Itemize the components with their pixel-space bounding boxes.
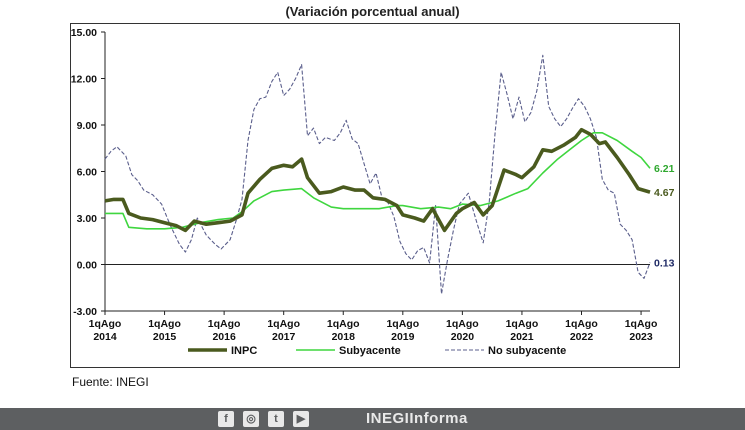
legend-label-no-subyacente: No subyacente: [488, 345, 566, 357]
series-line-no-subyacente: [104, 54, 651, 295]
end-label-no-subyacente: 0.13: [654, 257, 675, 269]
x-tick-year: 2022: [570, 331, 594, 343]
x-tick-year: 2023: [629, 331, 653, 343]
x-tick-year: 2020: [451, 331, 475, 343]
youtube-icon[interactable]: ▶: [293, 411, 309, 427]
x-tick-year: 2018: [332, 331, 356, 343]
x-tick-label: 1qAgo: [148, 318, 181, 330]
x-tick-label: 1qAgo: [386, 318, 419, 330]
end-label-subyacente: 6.21: [654, 163, 675, 175]
x-tick-label: 1qAgo: [208, 318, 241, 330]
y-tick-label: -3.00: [73, 306, 97, 318]
social-handle: INEGIInforma: [366, 410, 468, 427]
source-note: Fuente: INEGI: [72, 375, 149, 389]
x-tick-label: 1qAgo: [89, 318, 122, 330]
x-tick-year: 2016: [212, 331, 236, 343]
x-tick-year: 2017: [272, 331, 296, 343]
x-tick-year: 2015: [153, 331, 177, 343]
y-tick-label: 6.00: [77, 167, 98, 179]
x-tick-year: 2019: [391, 331, 415, 343]
instagram-icon[interactable]: ◎: [243, 411, 259, 427]
x-tick-year: 2021: [510, 331, 534, 343]
y-tick-label: 12.00: [71, 74, 97, 86]
series-line-inpc: [104, 127, 651, 233]
x-tick-label: 1qAgo: [625, 318, 658, 330]
y-tick-label: 0.00: [77, 260, 98, 272]
chart-frame: [70, 23, 680, 368]
end-label-inpc: 4.67: [654, 187, 675, 199]
y-tick-label: 9.00: [77, 120, 98, 132]
y-tick-label: 15.00: [71, 27, 97, 39]
social-icons: f ◎ t ▶: [218, 411, 309, 427]
footer-bar: f ◎ t ▶ INEGIInforma: [0, 408, 745, 430]
x-tick-label: 1qAgo: [267, 318, 300, 330]
x-tick-year: 2014: [93, 331, 117, 343]
facebook-icon[interactable]: f: [218, 411, 234, 427]
x-tick-label: 1qAgo: [327, 318, 360, 330]
chart-subtitle: (Variación porcentual anual): [285, 4, 460, 19]
twitter-icon[interactable]: t: [268, 411, 284, 427]
legend-label-inpc: INPC: [231, 345, 257, 357]
x-tick-label: 1qAgo: [565, 318, 598, 330]
legend-label-subyacente: Subyacente: [339, 345, 401, 357]
x-tick-label: 1qAgo: [506, 318, 539, 330]
x-tick-label: 1qAgo: [446, 318, 479, 330]
y-tick-label: 3.00: [77, 213, 98, 225]
